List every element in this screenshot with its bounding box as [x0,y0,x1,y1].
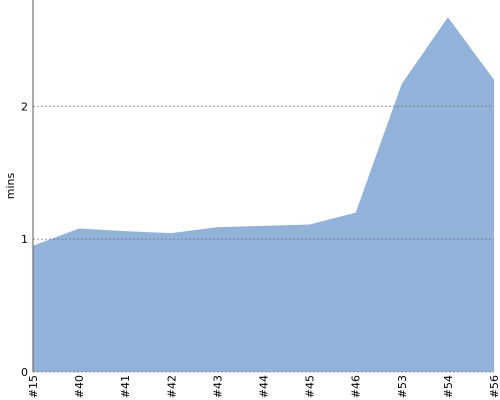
y-axis-label: mins [4,172,17,199]
x-tick-label: #45 [304,375,317,398]
x-tick-label: #53 [396,375,409,398]
x-tick-label: #44 [258,375,271,398]
y-tick-label: 2 [21,100,28,113]
x-tick-label: #40 [73,375,86,398]
x-tick-label: #43 [211,375,224,398]
x-tick-label: #41 [119,375,132,398]
area [33,17,494,373]
y-tick-label: 0 [21,366,28,379]
x-tick-label: #42 [165,375,178,398]
y-tick-label: 1 [21,233,28,246]
x-tick-label: #54 [442,375,455,398]
x-tick-label: #46 [350,375,363,398]
x-tick-label: #15 [27,375,40,398]
x-tick-label: #56 [488,375,500,398]
